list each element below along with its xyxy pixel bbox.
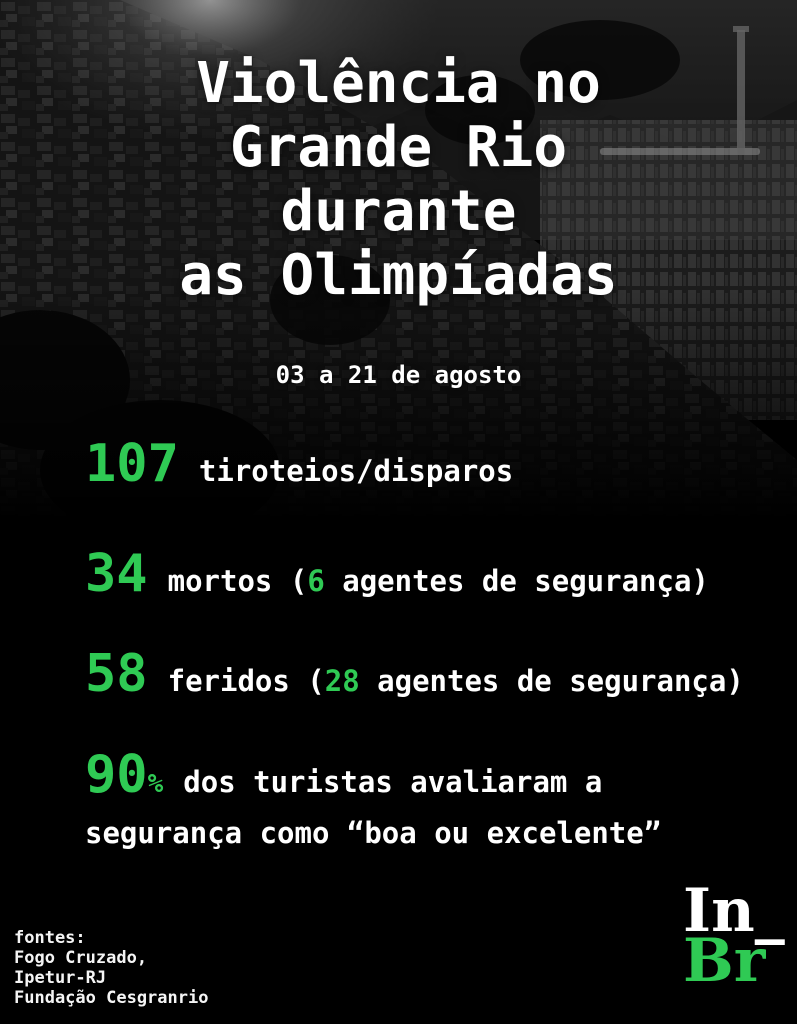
source-item: Fogo Cruzado,	[14, 948, 148, 968]
stat-highlight: 28	[324, 664, 360, 698]
stat-injured: 58 feridos (28 agentes de segurança)	[85, 644, 744, 704]
stat-text: dos turistas avaliaram a segurança como …	[85, 765, 662, 850]
logo-line-in: In_	[683, 876, 785, 946]
inbr-logo: In_ Br	[683, 876, 785, 996]
stat-suffix: %	[147, 769, 164, 799]
title-line: Grande Rio	[229, 115, 568, 180]
stat-number: 107	[85, 434, 179, 494]
title-line: as Olimpíadas	[179, 243, 618, 308]
title-line: durante	[280, 179, 517, 244]
source-item: Ipetur-RJ	[14, 968, 107, 988]
date-range: 03 a 21 de agosto	[275, 361, 522, 389]
stat-deaths: 34 mortos (6 agentes de segurança)	[85, 544, 709, 604]
stat-text: feridos (28 agentes de segurança)	[167, 664, 744, 698]
page-title: Violência no Grande Rio durante as Olimp…	[0, 52, 797, 308]
stat-highlight: 6	[307, 564, 325, 598]
stat-text: mortos (6 agentes de segurança)	[167, 564, 709, 598]
sources-label: fontes:	[14, 928, 86, 948]
sources-block: fontes: Fogo Cruzado, Ipetur-RJ Fundação…	[14, 928, 208, 1008]
logo-line-br: Br	[683, 926, 766, 996]
stat-shootings: 107 tiroteios/disparos	[85, 434, 513, 494]
stat-tourist-rating: 90% dos turistas avaliaram a segurança co…	[85, 749, 733, 861]
stat-number: 90	[85, 745, 148, 805]
stat-number: 34	[85, 544, 148, 604]
stat-number: 58	[85, 644, 148, 704]
title-line: Violência no	[196, 51, 601, 116]
stat-text: tiroteios/disparos	[198, 454, 514, 488]
favela-photo-background	[0, 0, 797, 520]
source-item: Fundação Cesgranrio	[14, 988, 209, 1008]
